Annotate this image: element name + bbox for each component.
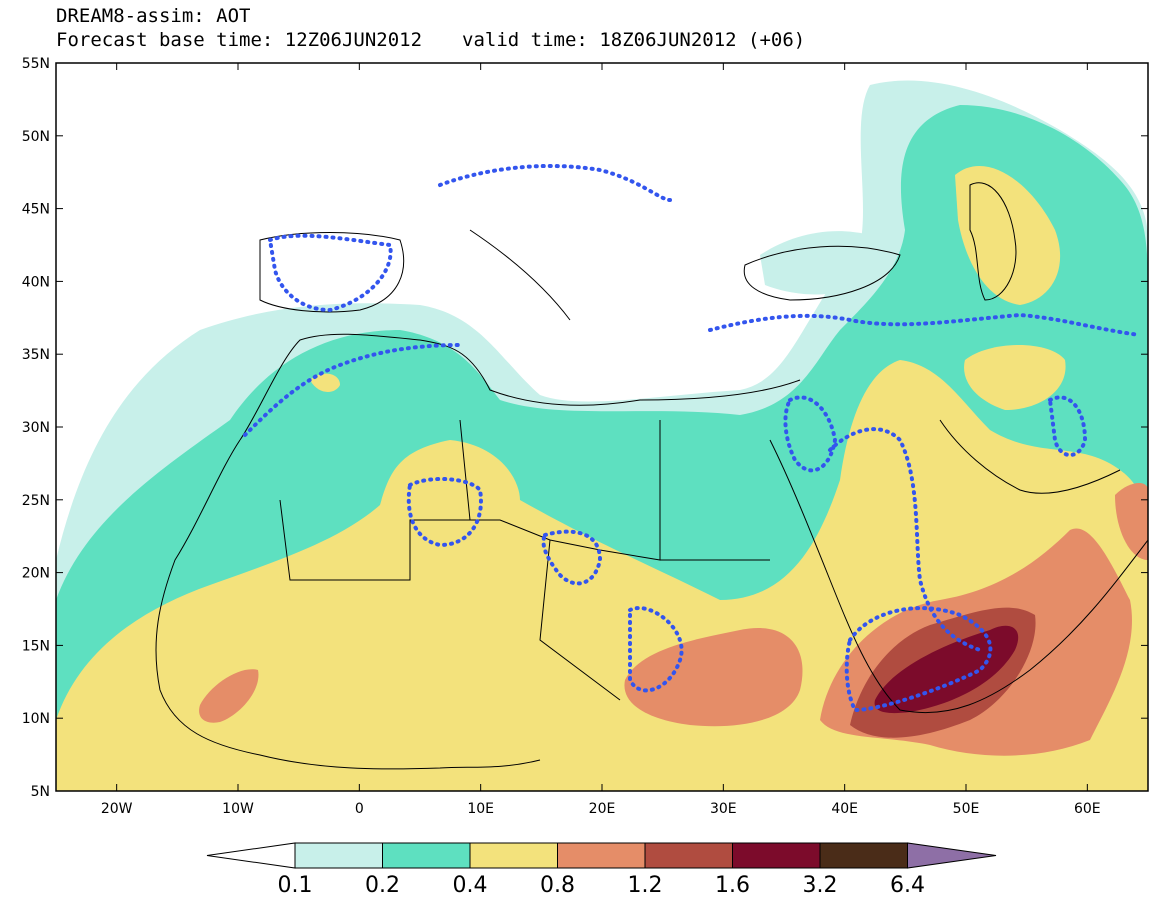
colorbar-high-arrow — [907, 842, 997, 869]
colorbar-low-arrow — [206, 842, 296, 869]
border-sahara-1 — [279, 420, 661, 581]
chart-subtitle: Forecast base time: 12Z06JUN2012 valid ti… — [56, 30, 805, 50]
x-tick-label: 40E — [831, 801, 858, 817]
aot-band-0-8-sudan — [624, 628, 803, 727]
y-tick-label: 20N — [22, 566, 50, 582]
x-axis-labels: 20W 10W 0 10E 20E 30E 40E 50E 60E — [101, 801, 1101, 817]
obs-contour-chad — [628, 606, 684, 693]
x-tick-label: 60E — [1074, 801, 1101, 817]
colorbar-label: 1.2 — [628, 873, 663, 898]
obs-contour-arabia — [828, 427, 982, 652]
coastline-north-africa — [239, 333, 801, 441]
coastline-persian-gulf — [939, 419, 1121, 494]
colorbar-label: 0.1 — [278, 873, 313, 898]
colorbar-segment — [819, 842, 908, 869]
x-tick-label: 20W — [101, 801, 133, 817]
aot-band-0-8-guinea — [199, 669, 259, 723]
colorbar-segment — [557, 842, 646, 869]
y-tick-label: 30N — [22, 420, 50, 436]
coastline-iberia — [259, 232, 405, 313]
obs-contour-sahara-2 — [541, 529, 603, 586]
y-tick-label: 45N — [22, 202, 50, 218]
x-tick-label: 0 — [355, 801, 364, 817]
colorbar-label: 6.4 — [890, 873, 925, 898]
border-sahara-2 — [459, 419, 770, 701]
aot-band-1-6 — [874, 625, 1019, 714]
x-tick-label: 10E — [467, 801, 494, 817]
colorbar-segment — [732, 842, 821, 869]
axis-ticks — [56, 62, 1148, 792]
y-tick-label: 40N — [22, 274, 50, 290]
x-tick-label: 30E — [710, 801, 737, 817]
coastline-black-sea — [743, 245, 901, 301]
valid-time: valid time: 18Z06JUN2012 (+06) — [462, 29, 806, 51]
obs-contour-levant — [783, 395, 838, 473]
colorbar-segment — [469, 842, 558, 869]
x-tick-label: 10W — [222, 801, 254, 817]
obs-contour-iran — [1047, 395, 1088, 457]
obs-contour-iberia — [267, 233, 393, 313]
aot-band-0-4-algeria — [310, 373, 340, 392]
coastline-west-africa — [155, 439, 541, 770]
colorbar-label: 1.6 — [715, 873, 750, 898]
coastline-red-sea-arabia — [769, 439, 1148, 714]
colorbar-labels: 0.1 0.2 0.4 0.8 1.2 1.6 3.2 6.4 — [278, 873, 926, 898]
colorbar-segment — [382, 842, 471, 869]
colorbar — [206, 842, 997, 869]
y-tick-label: 50N — [22, 129, 50, 145]
coastline-caspian — [969, 182, 1017, 301]
y-axis-labels: 55N 50N 45N 40N 35N 30N 25N 20N 15N 10N 5N — [22, 56, 50, 800]
y-tick-label: 55N — [22, 56, 50, 72]
y-tick-label: 25N — [22, 493, 50, 509]
aot-band-0-8-east — [1115, 483, 1148, 560]
coastline-italy — [469, 229, 571, 321]
aot-band-0-4-caspian — [955, 166, 1061, 305]
obs-contour-maghreb — [243, 343, 462, 437]
chart-title: DREAM8-assim: AOT — [56, 5, 251, 27]
aot-band-0-4-iran — [964, 345, 1066, 410]
x-tick-label: 20E — [589, 801, 616, 817]
obs-contour-sahara-1 — [406, 477, 483, 548]
colorbar-segment — [644, 842, 733, 869]
aot-field — [56, 80, 1148, 791]
colorbar-segment — [294, 842, 383, 869]
colorbar-label: 0.8 — [540, 873, 575, 898]
y-tick-label: 10N — [22, 711, 50, 727]
y-tick-label: 35N — [22, 347, 50, 363]
forecast-base-time: Forecast base time: 12Z06JUN2012 — [56, 29, 423, 51]
obs-contour-horn — [844, 606, 993, 713]
obs-contour-turkey — [708, 312, 1142, 337]
x-tick-label: 50E — [953, 801, 980, 817]
colorbar-label: 0.2 — [365, 873, 400, 898]
colorbar-label: 0.4 — [453, 873, 488, 898]
y-tick-label: 15N — [22, 638, 50, 654]
colorbar-label: 3.2 — [803, 873, 838, 898]
obs-contour-europe — [438, 164, 672, 202]
y-tick-label: 5N — [31, 784, 50, 800]
coastlines — [155, 182, 1148, 770]
observation-contours — [243, 164, 1142, 713]
